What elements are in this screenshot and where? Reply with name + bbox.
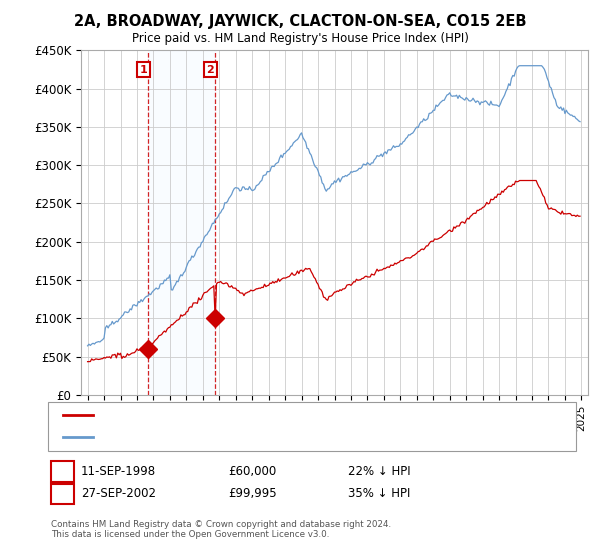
Text: 2: 2 <box>58 487 67 501</box>
Bar <box>148 50 215 395</box>
Text: 35% ↓ HPI: 35% ↓ HPI <box>348 487 410 501</box>
Text: 1: 1 <box>58 465 67 478</box>
Text: HPI: Average price, detached house, Tendring: HPI: Average price, detached house, Tend… <box>99 432 326 442</box>
Text: 11-SEP-1998: 11-SEP-1998 <box>81 465 156 478</box>
Text: 22% ↓ HPI: 22% ↓ HPI <box>348 465 410 478</box>
Text: 2: 2 <box>206 64 214 74</box>
Text: 27-SEP-2002: 27-SEP-2002 <box>81 487 156 501</box>
Text: £60,000: £60,000 <box>228 465 276 478</box>
Text: 2A, BROADWAY, JAYWICK, CLACTON-ON-SEA, CO15 2EB (detached house): 2A, BROADWAY, JAYWICK, CLACTON-ON-SEA, C… <box>99 410 466 421</box>
Text: £99,995: £99,995 <box>228 487 277 501</box>
Text: 2A, BROADWAY, JAYWICK, CLACTON-ON-SEA, CO15 2EB: 2A, BROADWAY, JAYWICK, CLACTON-ON-SEA, C… <box>74 14 526 29</box>
Text: Contains HM Land Registry data © Crown copyright and database right 2024.
This d: Contains HM Land Registry data © Crown c… <box>51 520 391 539</box>
Text: 1: 1 <box>140 64 148 74</box>
Text: Price paid vs. HM Land Registry's House Price Index (HPI): Price paid vs. HM Land Registry's House … <box>131 32 469 45</box>
